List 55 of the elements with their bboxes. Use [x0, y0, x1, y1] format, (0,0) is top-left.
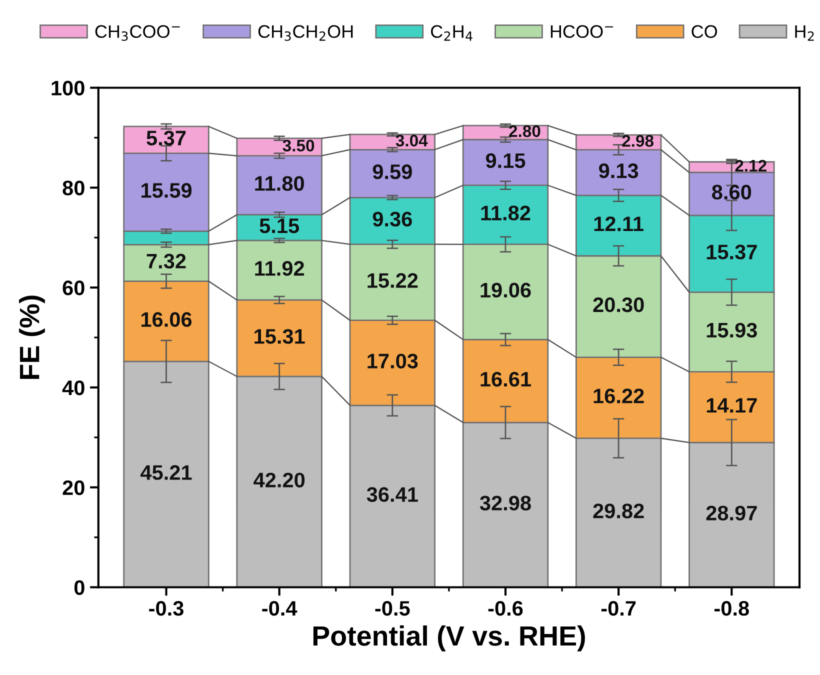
data-label: 9.36 — [372, 212, 412, 227]
x-tick-label: -0.5 — [375, 600, 410, 616]
legend-label: H$_{2}$ — [795, 25, 814, 41]
data-label: 9.13 — [599, 163, 638, 178]
data-label: 16.61 — [480, 372, 531, 387]
data-label: 9.15 — [486, 153, 526, 168]
y-tick-label: 20 — [62, 480, 84, 496]
data-label: 11.92 — [255, 261, 304, 276]
y-axis-title: FE (%) — [19, 296, 45, 379]
data-label: 2.98 — [622, 135, 654, 147]
data-label: 28.97 — [706, 506, 757, 520]
data-label: 29.82 — [593, 504, 644, 518]
data-label: 11.82 — [481, 206, 530, 220]
legend-label: CO — [692, 25, 718, 38]
data-label: 15.59 — [141, 183, 192, 198]
data-label: 5.15 — [260, 218, 300, 234]
y-tick-label: 60 — [62, 280, 84, 296]
data-label: 42.20 — [254, 472, 305, 488]
data-label: 2.80 — [509, 125, 540, 138]
x-tick-label: -0.4 — [262, 600, 298, 616]
legend-label: CH$_{3}$COO$^{−}$ — [95, 25, 180, 41]
data-label: 15.22 — [368, 273, 418, 288]
data-label: 16.22 — [594, 388, 644, 404]
data-label: 17.03 — [368, 354, 418, 368]
data-label: 32.98 — [480, 496, 531, 511]
y-tick-label: 80 — [62, 180, 84, 196]
data-label: 3.04 — [396, 134, 428, 147]
data-label: 20.30 — [593, 297, 644, 312]
data-label: 3.50 — [282, 140, 314, 152]
data-label: 12.11 — [594, 216, 644, 232]
data-label: 8.60 — [712, 184, 752, 200]
legend-label: CH$_{3}$CH$_{2}$OH — [258, 25, 353, 41]
y-tick-label: 0 — [74, 580, 84, 596]
y-tick-label: 40 — [62, 380, 84, 396]
data-label: 16.06 — [141, 312, 192, 327]
x-axis-title: Potential (V vs. RHE) — [313, 625, 585, 652]
data-label: 11.80 — [255, 176, 304, 191]
data-label: 36.41 — [366, 487, 418, 502]
legend-label: C$_{2}$H$_{4}$ — [431, 25, 472, 41]
y-tick-label: 100 — [52, 80, 84, 96]
data-label: 15.37 — [706, 244, 757, 260]
data-label: 7.32 — [146, 254, 186, 269]
data-label: 45.21 — [140, 465, 192, 480]
data-label: 2.12 — [735, 160, 766, 172]
data-label: 14.17 — [706, 398, 757, 413]
data-label: 15.93 — [706, 322, 757, 338]
x-tick-label: -0.3 — [149, 600, 184, 616]
x-tick-label: -0.6 — [488, 600, 523, 616]
data-label: 5.37 — [146, 130, 186, 146]
data-label: 15.31 — [254, 329, 305, 344]
data-label: 19.06 — [480, 282, 531, 298]
legend-label: HCOO$^{−}$ — [550, 25, 614, 38]
data-label: 9.59 — [372, 164, 412, 180]
x-tick-label: -0.8 — [714, 600, 749, 616]
x-tick-label: -0.7 — [601, 600, 636, 616]
